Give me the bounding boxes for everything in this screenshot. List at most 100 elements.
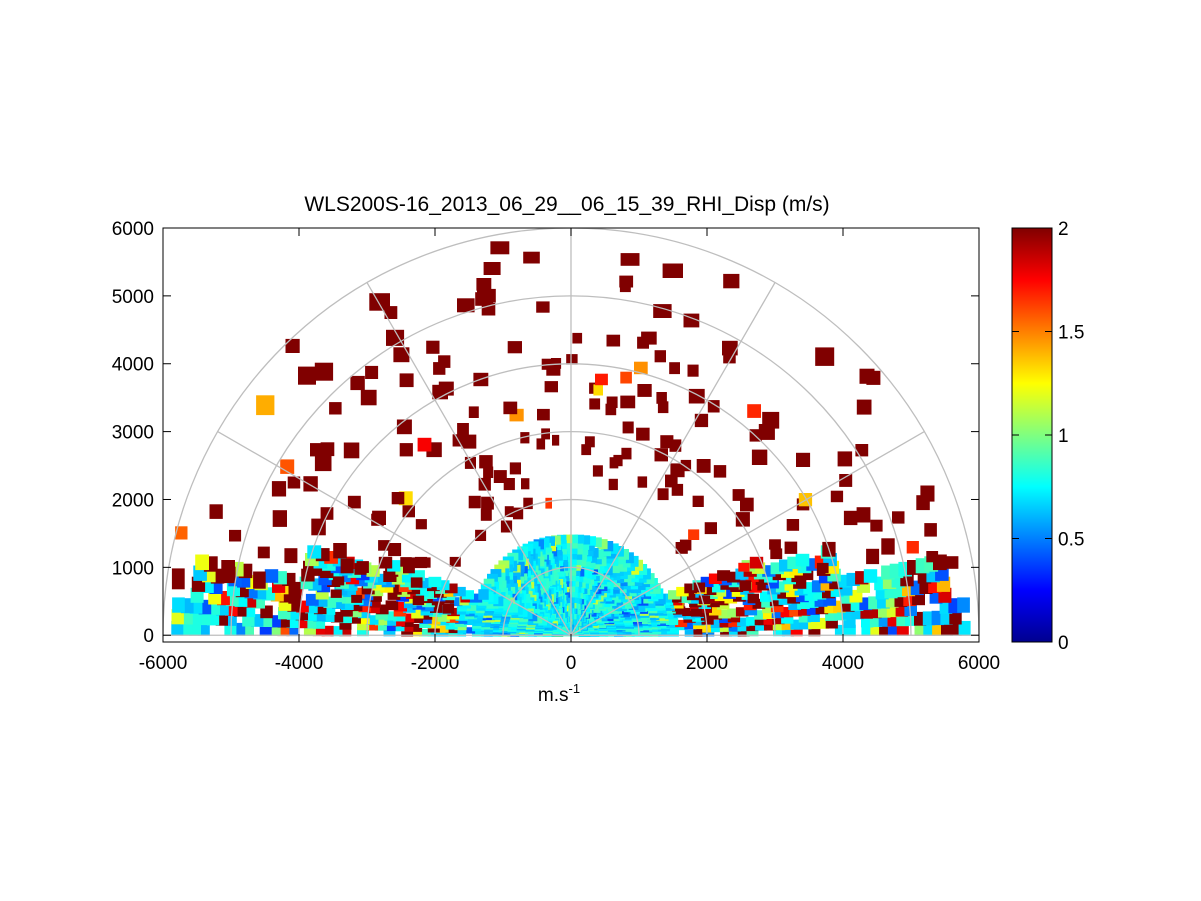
data-cell bbox=[586, 536, 596, 546]
data-cell bbox=[764, 571, 778, 583]
data-cell bbox=[803, 582, 817, 594]
x-tick-label: 4000 bbox=[822, 653, 864, 674]
data-cell bbox=[339, 626, 352, 637]
data-cell bbox=[257, 546, 270, 559]
data-cell bbox=[825, 609, 838, 621]
data-cell bbox=[795, 553, 810, 567]
data-cell bbox=[463, 627, 476, 634]
data-cell bbox=[536, 438, 546, 450]
data-cell bbox=[209, 504, 223, 519]
data-cell bbox=[786, 585, 799, 598]
data-cell bbox=[723, 589, 736, 599]
data-cell bbox=[806, 603, 820, 615]
data-cell bbox=[504, 506, 514, 518]
data-cell bbox=[579, 546, 589, 556]
data-cell bbox=[340, 606, 353, 617]
data-cell bbox=[843, 616, 856, 628]
data-cell bbox=[580, 535, 591, 545]
data-cell bbox=[469, 593, 483, 603]
data-cell bbox=[768, 589, 782, 601]
data-cell bbox=[761, 597, 774, 608]
data-cell bbox=[958, 620, 971, 636]
data-cell bbox=[704, 522, 717, 535]
data-cell bbox=[399, 373, 414, 388]
data-cell bbox=[770, 548, 783, 560]
data-cell bbox=[483, 466, 494, 478]
data-cell bbox=[825, 617, 838, 629]
data-cell bbox=[523, 611, 533, 620]
data-cell bbox=[552, 434, 560, 446]
data-cell bbox=[719, 623, 732, 632]
data-cell bbox=[711, 624, 723, 633]
data-cell bbox=[426, 340, 440, 354]
data-cell bbox=[171, 609, 184, 625]
data-cell bbox=[769, 595, 783, 607]
data-cell bbox=[523, 251, 540, 264]
data-cell bbox=[559, 551, 568, 560]
data-cell bbox=[541, 571, 551, 582]
data-cell bbox=[609, 610, 619, 619]
data-cell bbox=[757, 579, 771, 591]
data-cell bbox=[747, 593, 759, 604]
data-cell bbox=[777, 587, 791, 599]
data-cell bbox=[566, 354, 578, 365]
data-cell bbox=[360, 589, 374, 601]
y-tick-label: 0 bbox=[143, 626, 154, 647]
data-cell bbox=[586, 558, 596, 568]
data-cell bbox=[807, 611, 820, 622]
data-cell bbox=[330, 589, 342, 598]
data-cell bbox=[707, 400, 720, 413]
data-cell bbox=[348, 613, 361, 624]
data-cell bbox=[637, 476, 648, 488]
data-cell bbox=[314, 595, 328, 607]
data-cell bbox=[417, 437, 432, 452]
data-cell bbox=[563, 540, 573, 549]
data-cell bbox=[546, 364, 561, 376]
data-cell bbox=[481, 303, 496, 316]
data-cell bbox=[591, 537, 602, 548]
data-cell bbox=[537, 408, 550, 421]
data-cell bbox=[368, 597, 381, 608]
data-cell bbox=[682, 607, 695, 617]
data-cell bbox=[549, 552, 559, 562]
data-cell bbox=[483, 262, 501, 275]
data-cell bbox=[723, 350, 736, 364]
data-cell bbox=[503, 401, 518, 415]
data-cell bbox=[635, 602, 646, 612]
data-cell bbox=[361, 583, 375, 595]
data-cell bbox=[371, 579, 385, 591]
data-cell bbox=[401, 623, 414, 632]
data-cell bbox=[391, 492, 405, 505]
data-cell bbox=[771, 608, 785, 619]
data-cell bbox=[449, 556, 461, 567]
data-cell bbox=[728, 623, 741, 632]
data-cell bbox=[718, 609, 731, 619]
data-cell bbox=[892, 511, 905, 524]
data-cell bbox=[427, 629, 440, 637]
data-cell bbox=[636, 427, 650, 441]
angle-spoke bbox=[570, 431, 925, 636]
data-cell bbox=[264, 569, 279, 583]
data-cell bbox=[605, 403, 617, 416]
data-cell bbox=[823, 593, 837, 606]
data-cell bbox=[320, 442, 335, 457]
data-cell bbox=[395, 563, 409, 575]
data-cell bbox=[445, 622, 458, 630]
data-cell bbox=[621, 447, 632, 460]
data-cell bbox=[520, 432, 530, 444]
data-cell bbox=[784, 579, 798, 591]
data-cell bbox=[548, 623, 557, 630]
data-cell bbox=[171, 620, 184, 636]
data-cell bbox=[375, 610, 388, 620]
data-cell bbox=[333, 543, 347, 559]
data-cell bbox=[475, 529, 487, 541]
data-cell bbox=[676, 586, 689, 597]
data-cell bbox=[569, 578, 576, 587]
data-cell bbox=[555, 556, 564, 566]
data-cell bbox=[410, 623, 423, 632]
data-cell bbox=[622, 421, 634, 434]
data-cell bbox=[702, 629, 715, 637]
data-cell bbox=[755, 621, 768, 631]
data-cell bbox=[659, 593, 673, 603]
